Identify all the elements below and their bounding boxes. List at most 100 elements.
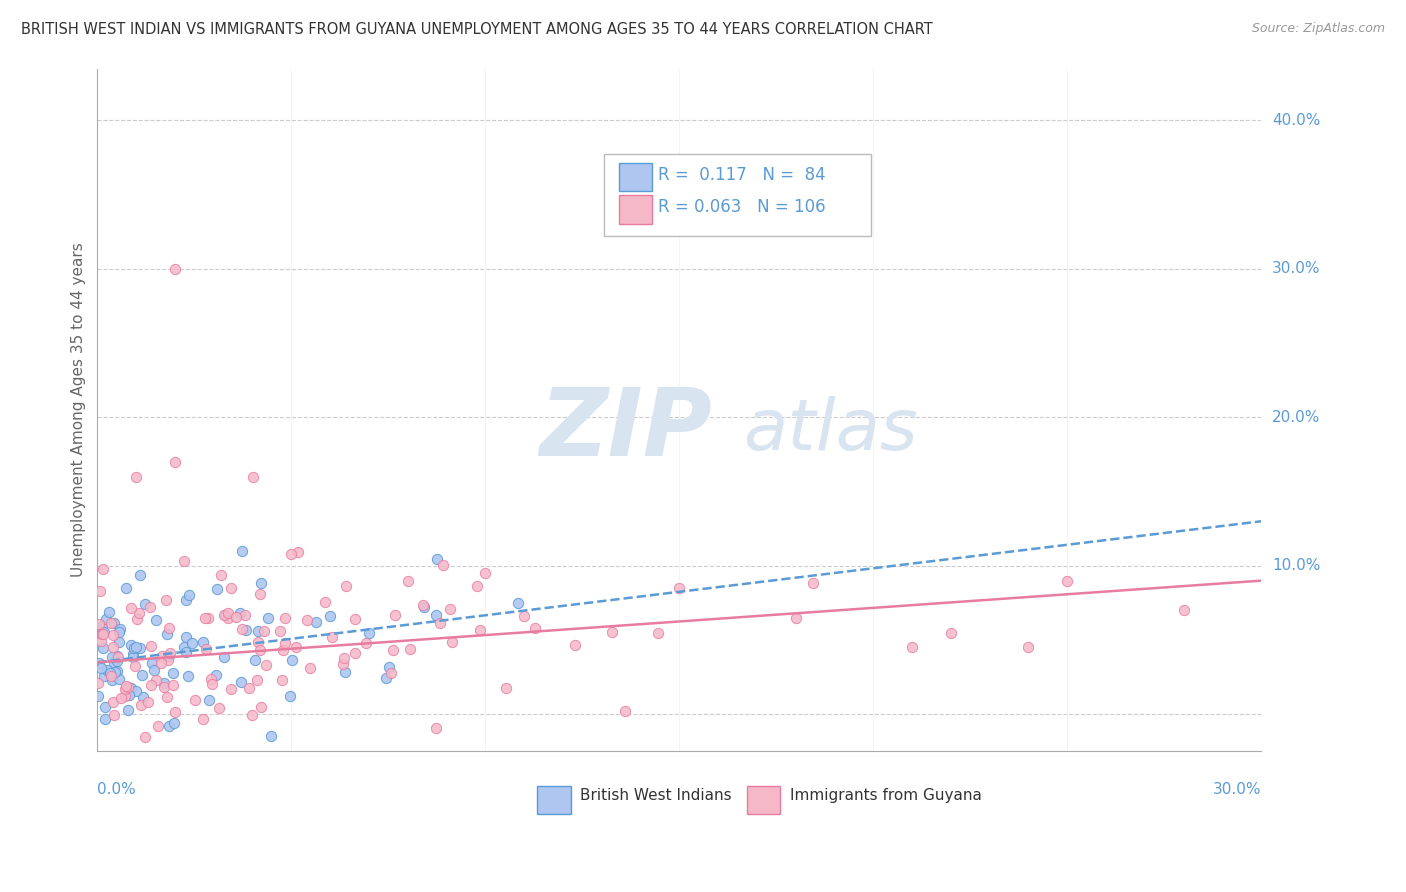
Point xyxy=(134,730,156,744)
Point xyxy=(425,721,447,735)
Point xyxy=(374,671,396,685)
Point xyxy=(229,606,252,620)
Point xyxy=(125,611,148,625)
Point xyxy=(117,680,139,694)
Point xyxy=(354,636,377,650)
Point xyxy=(134,597,156,611)
Point xyxy=(939,625,962,640)
Point xyxy=(101,696,124,710)
Text: 10.0%: 10.0% xyxy=(1272,558,1320,574)
Text: BRITISH WEST INDIAN VS IMMIGRANTS FROM GUYANA UNEMPLOYMENT AMONG AGES 35 TO 44 Y: BRITISH WEST INDIAN VS IMMIGRANTS FROM G… xyxy=(21,22,932,37)
Point xyxy=(125,469,148,483)
Point xyxy=(235,608,257,623)
Text: 30.0%: 30.0% xyxy=(1212,782,1261,797)
Point xyxy=(465,579,488,593)
Point xyxy=(120,601,142,615)
Point xyxy=(201,677,224,691)
Point xyxy=(139,599,162,614)
Point xyxy=(439,601,461,615)
Point xyxy=(250,699,273,714)
Point xyxy=(87,690,110,704)
Point xyxy=(157,653,180,667)
Point xyxy=(155,593,177,607)
Point xyxy=(104,665,127,679)
Point xyxy=(159,719,181,733)
Point xyxy=(163,716,186,731)
Point xyxy=(91,627,114,641)
Point xyxy=(335,579,357,593)
Point xyxy=(314,595,336,609)
Point xyxy=(332,657,354,672)
Point xyxy=(105,664,128,678)
Point xyxy=(205,668,228,682)
Y-axis label: Unemployment Among Ages 35 to 44 years: Unemployment Among Ages 35 to 44 years xyxy=(72,243,86,577)
FancyBboxPatch shape xyxy=(537,786,571,814)
Point xyxy=(668,581,690,595)
Point xyxy=(163,706,186,720)
Text: Immigrants from Guyana: Immigrants from Guyana xyxy=(790,789,981,804)
Point xyxy=(150,648,173,663)
Point xyxy=(238,681,260,695)
Point xyxy=(93,625,115,640)
Point xyxy=(513,608,536,623)
Point xyxy=(191,712,214,726)
Point xyxy=(153,680,176,694)
Point xyxy=(103,615,125,630)
Point xyxy=(91,641,114,656)
Point xyxy=(381,643,404,657)
Point xyxy=(217,611,239,625)
FancyBboxPatch shape xyxy=(603,154,872,235)
Point xyxy=(89,657,111,671)
Point xyxy=(801,575,824,590)
Point xyxy=(157,621,180,635)
Point xyxy=(468,623,491,637)
Point xyxy=(321,630,343,644)
Point xyxy=(90,661,112,675)
Point xyxy=(132,690,155,705)
Point xyxy=(295,613,318,627)
Point xyxy=(96,612,118,626)
Point xyxy=(159,646,181,660)
Point xyxy=(138,695,160,709)
Point xyxy=(249,587,271,601)
Point xyxy=(378,660,401,674)
Point xyxy=(87,616,110,631)
Point xyxy=(247,635,270,649)
Point xyxy=(174,645,197,659)
Point xyxy=(103,656,125,670)
Point xyxy=(91,627,114,641)
Point xyxy=(117,703,139,717)
Text: atlas: atlas xyxy=(744,396,918,465)
Point xyxy=(162,677,184,691)
Point xyxy=(243,653,266,667)
Point xyxy=(156,627,179,641)
Point xyxy=(231,623,253,637)
Point xyxy=(128,607,150,621)
FancyBboxPatch shape xyxy=(619,194,652,224)
Point xyxy=(287,545,309,559)
Point xyxy=(122,640,145,655)
Text: 30.0%: 30.0% xyxy=(1272,261,1320,277)
Point xyxy=(121,647,143,661)
Point xyxy=(246,624,269,639)
Point xyxy=(101,673,124,687)
Point xyxy=(1056,574,1078,588)
Point xyxy=(495,681,517,695)
Text: R =  0.117   N =  84: R = 0.117 N = 84 xyxy=(658,166,825,184)
Point xyxy=(150,657,173,671)
Point xyxy=(1173,603,1195,617)
Point xyxy=(380,665,402,680)
Point xyxy=(281,653,304,667)
Point xyxy=(333,665,356,680)
Point xyxy=(229,675,252,690)
Point xyxy=(221,681,243,696)
Text: R = 0.063   N = 106: R = 0.063 N = 106 xyxy=(658,198,825,216)
Point xyxy=(101,628,124,642)
Point xyxy=(432,558,454,572)
Text: ZIP: ZIP xyxy=(540,384,713,476)
Point xyxy=(90,634,112,648)
Point xyxy=(217,606,239,620)
Point xyxy=(163,455,186,469)
Point xyxy=(174,593,197,607)
Point xyxy=(141,639,163,653)
